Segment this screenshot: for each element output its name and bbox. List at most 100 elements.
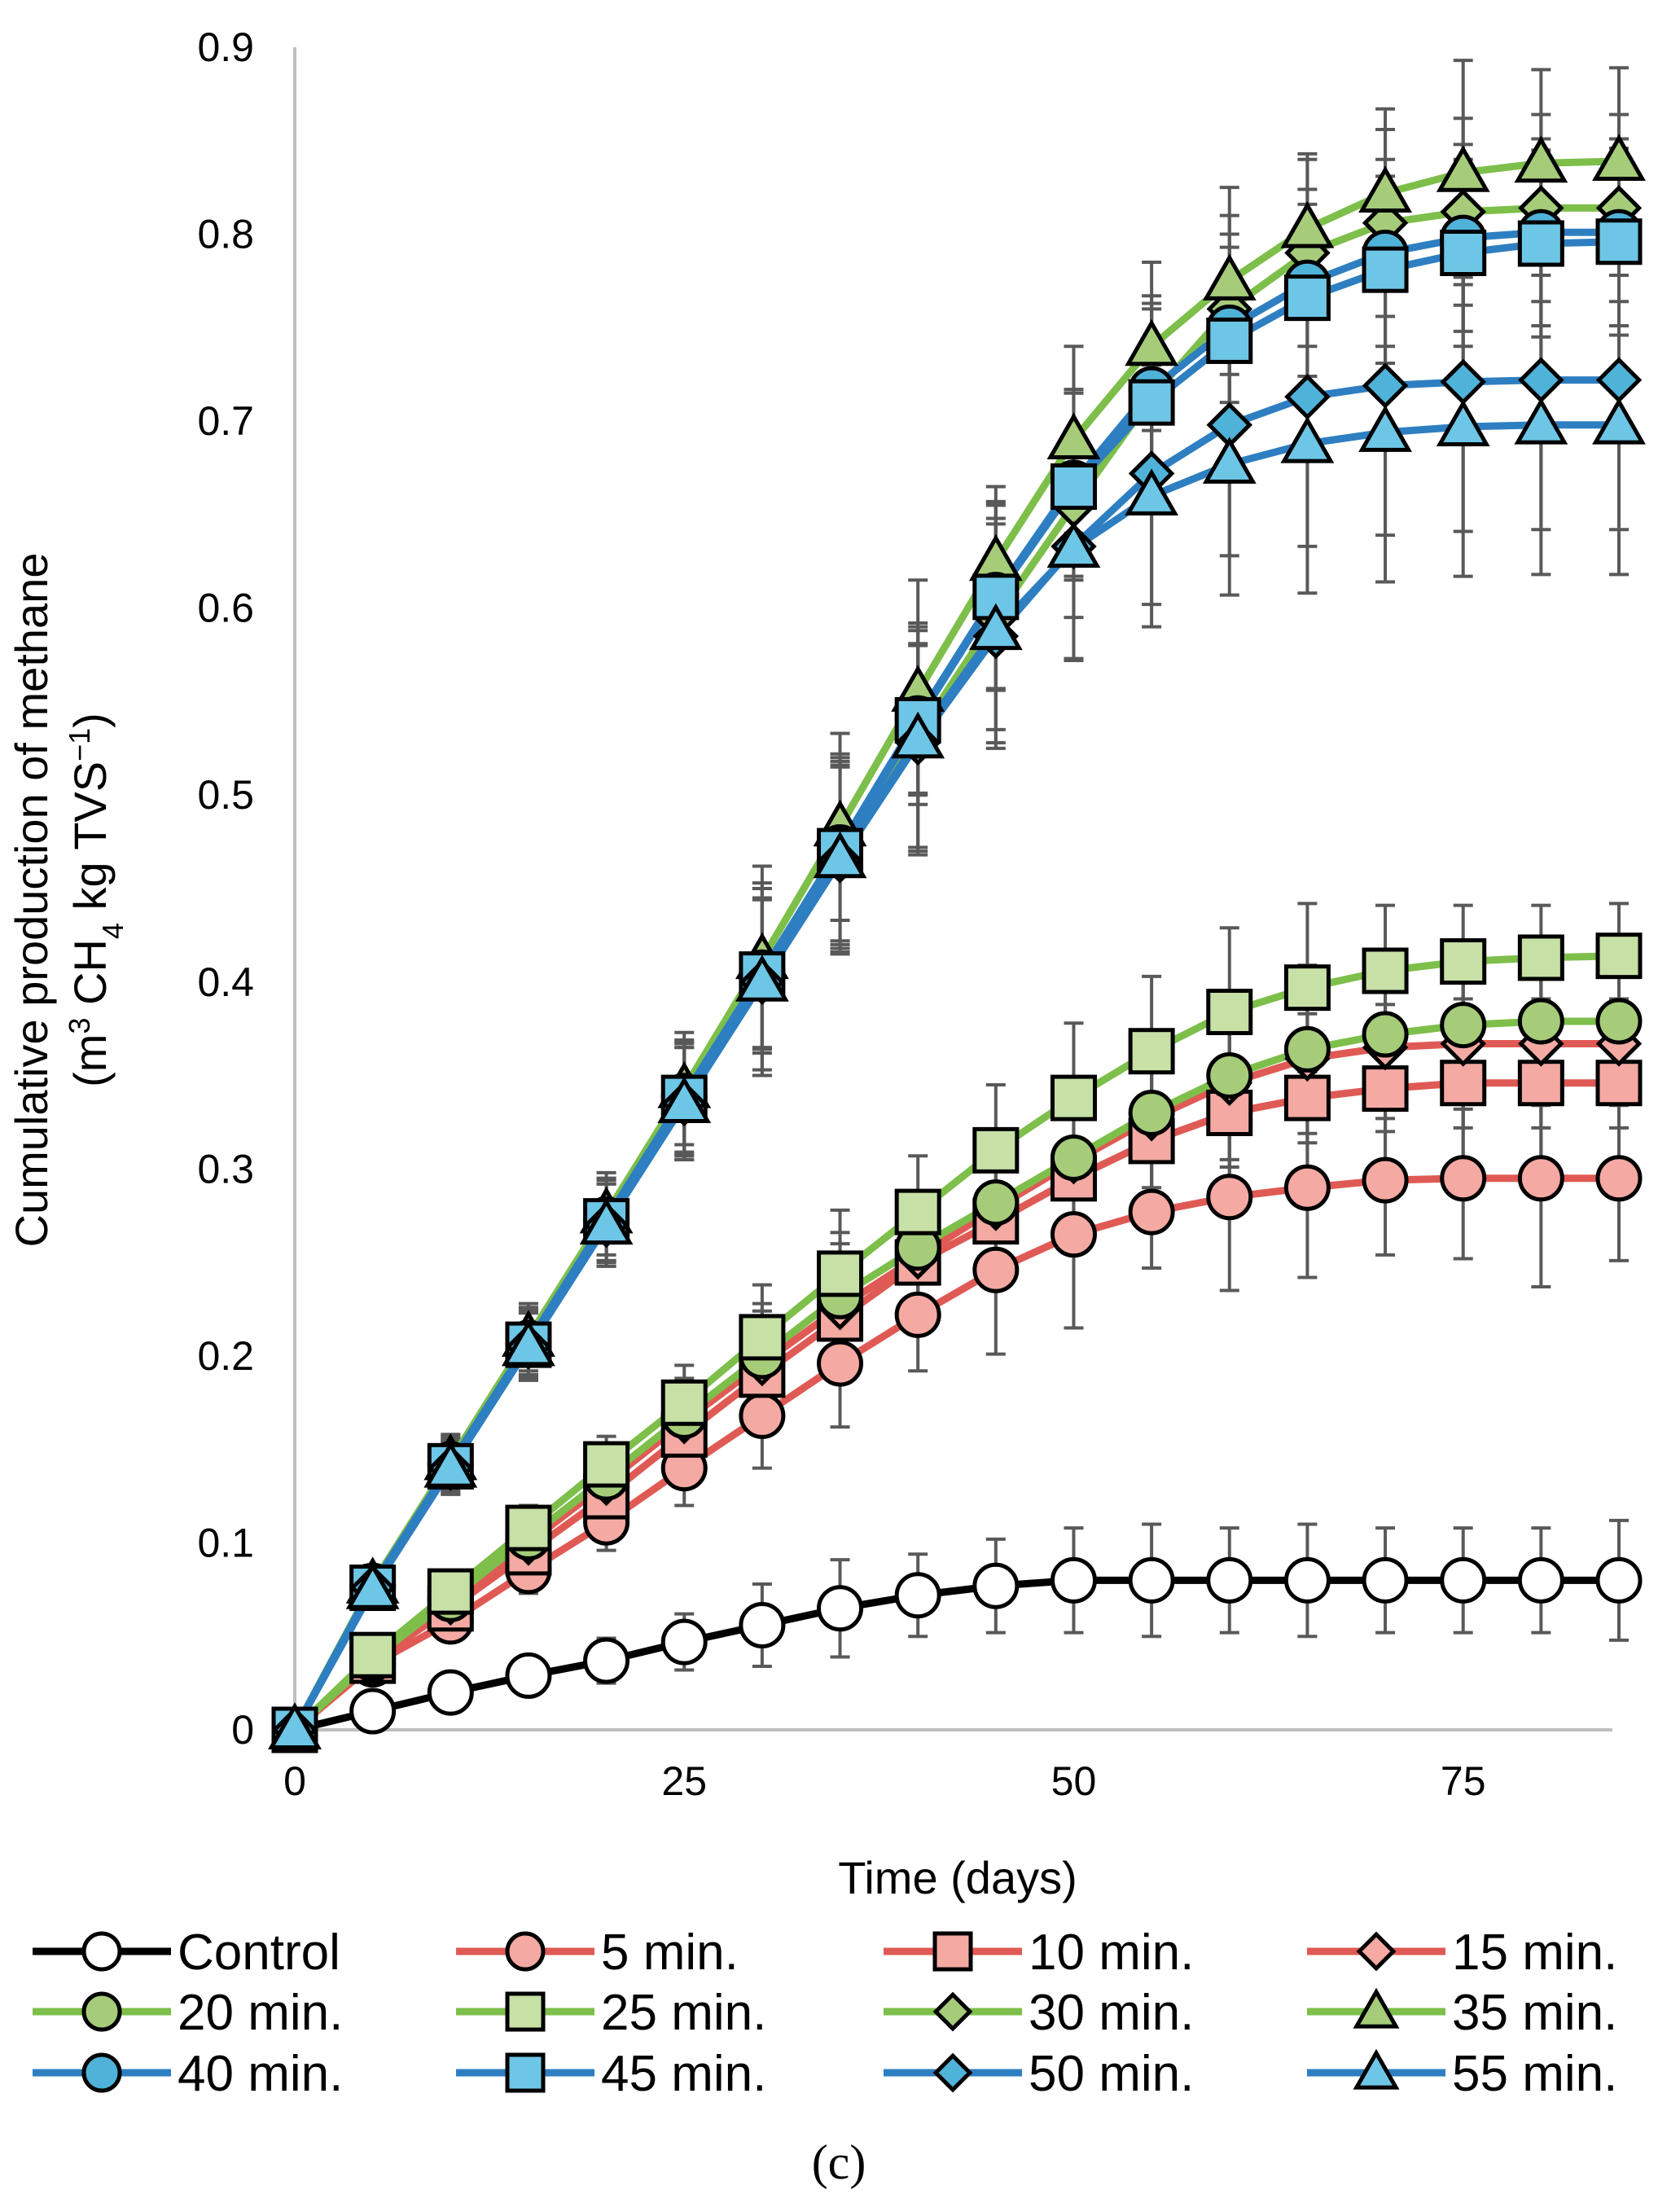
data-point: [1046, 412, 1101, 460]
data-point: [817, 1250, 864, 1297]
ylabel-sup2: −1: [63, 728, 96, 761]
y-tick-label: 0.5: [197, 772, 254, 818]
data-point: [1362, 1065, 1409, 1113]
data-point: [972, 1562, 1020, 1609]
y-tick-label: 0.1: [197, 1520, 254, 1565]
data-point: [505, 1652, 552, 1699]
data-point: [1050, 1211, 1097, 1258]
ylabel-mid: CH: [64, 939, 116, 1017]
y-tick-label: 0.7: [197, 398, 254, 444]
data-point: [817, 1585, 864, 1632]
panel-label: (c): [812, 2135, 866, 2189]
y-tick-label: 0: [231, 1707, 254, 1753]
data-point: [1125, 318, 1179, 366]
data-point: [739, 1601, 786, 1648]
data-point: [891, 711, 945, 759]
y-axis-title-line1: Cumulative production of methane: [6, 553, 57, 1248]
data-point: [1517, 998, 1564, 1045]
series-markers: [268, 134, 1646, 1753]
y-tick-label: 0.3: [197, 1146, 254, 1192]
data-point: [1358, 165, 1412, 213]
data-point: [739, 1392, 786, 1439]
legend-marker: [1356, 1931, 1397, 1972]
data-point: [1283, 1556, 1331, 1604]
data-point: [1595, 357, 1643, 403]
data-point: [1206, 1556, 1253, 1604]
legend-marker: [505, 1931, 546, 1972]
data-point: [813, 831, 867, 879]
data-point: [1440, 230, 1487, 277]
data-point: [894, 1188, 941, 1235]
legend-label: 5 min.: [601, 1925, 739, 1981]
legend-label: 15 min.: [1452, 1925, 1617, 1981]
y-axis-title-line2: (m3 CH4 kg TVS−1): [63, 713, 129, 1087]
series-lines: [291, 157, 1623, 1734]
data-point: [502, 1319, 555, 1367]
data-point: [1128, 379, 1175, 426]
legend-label: 20 min.: [178, 1985, 343, 2041]
legend-label: 25 min.: [601, 1985, 766, 2041]
y-tick-label: 0.4: [197, 959, 254, 1005]
y-tick-label: 0.9: [197, 24, 254, 70]
data-point: [1050, 1135, 1097, 1182]
ylabel-sup1: 3: [63, 1018, 96, 1034]
data-point: [1050, 1074, 1097, 1121]
legend-entry: 10 min.: [884, 1925, 1194, 1981]
data-point: [1592, 134, 1646, 181]
legend-label: 35 min.: [1452, 1985, 1617, 2041]
data-point: [1440, 1155, 1487, 1202]
data-point: [1440, 358, 1486, 406]
legend-marker: [1353, 1987, 1400, 2029]
legend-entry: 45 min.: [456, 2046, 766, 2102]
data-point: [660, 1618, 708, 1666]
legend-entry: 40 min.: [33, 2046, 343, 2102]
data-point: [423, 1440, 478, 1488]
data-point: [1128, 1556, 1175, 1604]
x-axis-title: Time (days): [838, 1852, 1077, 1903]
x-tick-labels: 0 25 50 75: [283, 1758, 1485, 1804]
data-point: [972, 1179, 1020, 1227]
data-point: [1283, 964, 1331, 1012]
data-point: [1283, 274, 1331, 322]
legend-entry: 30 min.: [884, 1985, 1194, 2041]
ylabel-post: kg TVS: [64, 761, 116, 923]
data-point: [1362, 1556, 1409, 1604]
legend-entry: 20 min.: [33, 1985, 343, 2041]
data-point: [1436, 399, 1490, 446]
data-point: [1362, 1156, 1409, 1204]
axes: 0 0.1 0.2 0.3 0.4 0.5 0.6 0.7 0.8 0.9 0 25 50 75: [197, 24, 1612, 1804]
y-tick-labels: 0 0.1 0.2 0.3 0.4 0.5 0.6 0.7 0.8 0.9: [197, 24, 254, 1753]
data-point: [1592, 397, 1646, 445]
data-point: [1362, 947, 1409, 994]
legend: Control 5 min. 10 min. 15 min. 20 min. 25 min…: [33, 1925, 1617, 2102]
data-point: [1440, 1556, 1487, 1604]
ylabel-sub: 4: [96, 923, 129, 939]
data-point: [1050, 1556, 1097, 1604]
data-point: [1128, 1028, 1175, 1075]
data-point: [1046, 520, 1101, 568]
legend-entry: 55 min.: [1307, 2046, 1617, 2102]
data-point: [1128, 1089, 1175, 1136]
legend-entry: Control: [33, 1925, 340, 1981]
legend-marker: [81, 1991, 122, 2032]
data-point: [1362, 362, 1409, 409]
legend-label: Control: [178, 1925, 340, 1981]
x-tick-label: 50: [1051, 1758, 1097, 1804]
x-tick-label: 75: [1441, 1758, 1486, 1804]
data-point: [1206, 317, 1253, 364]
legend-entry: 15 min.: [1307, 1925, 1617, 1981]
legend-label: 40 min.: [178, 2046, 343, 2102]
data-point: [894, 1572, 941, 1619]
y-tick-label: 0.8: [197, 212, 254, 257]
data-point: [1284, 374, 1331, 420]
y-tick-label: 0.2: [197, 1333, 254, 1379]
ylabel-pre: (m: [64, 1034, 116, 1087]
data-point: [1595, 1155, 1643, 1202]
data-point: [1206, 1052, 1253, 1099]
plot-area: [268, 59, 1646, 1753]
series-line: [291, 952, 1623, 1734]
data-point: [1050, 463, 1097, 510]
data-point: [1440, 938, 1487, 985]
